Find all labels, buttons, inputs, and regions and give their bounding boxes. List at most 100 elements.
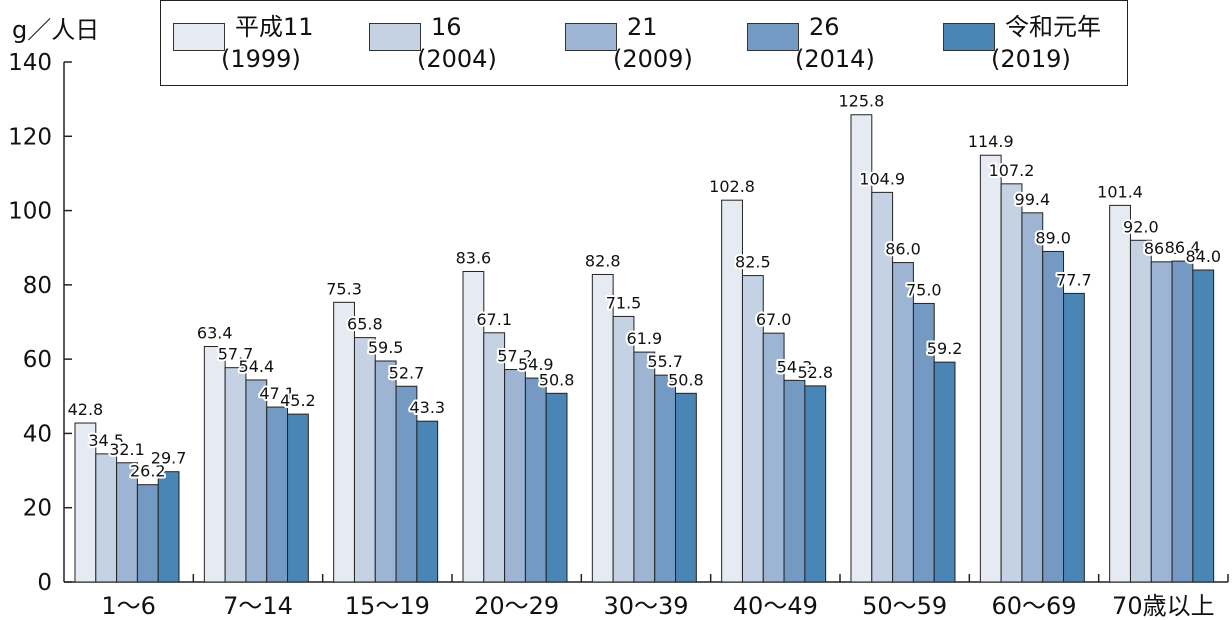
legend-item-2004: 16 (2004)	[357, 11, 547, 81]
data-label-5-4: 52.8	[797, 363, 833, 382]
bar-8-0	[1109, 204, 1131, 583]
x-category-label: 30～39	[603, 592, 688, 620]
data-label-0-2: 32.1	[109, 440, 145, 459]
data-label-4-3: 55.7	[647, 352, 683, 371]
data-label-8-1: 92.0	[1123, 217, 1159, 236]
bar-8-3	[1171, 260, 1194, 583]
y-tick-label: 80	[23, 273, 52, 299]
data-label-1-0: 63.4	[197, 324, 233, 343]
bar-6-4	[933, 361, 956, 583]
y-tick-label: 140	[8, 50, 52, 76]
bar-3-1	[483, 332, 506, 583]
data-label-7-0: 114.9	[968, 132, 1014, 151]
data-label-0-1: 34.5	[88, 431, 124, 450]
y-tick-label: 60	[23, 347, 52, 373]
y-axis-unit-label: g／人日	[12, 16, 100, 44]
data-label-4-0: 82.8	[585, 251, 621, 270]
data-label-3-0: 83.6	[456, 248, 492, 267]
bar-3-4	[545, 392, 568, 583]
legend-year-2009: (2009)	[613, 45, 693, 73]
bar-4-0	[591, 273, 614, 583]
data-label-1-1: 57.7	[218, 345, 254, 364]
data-label-3-2: 57.2	[497, 347, 533, 366]
data-label-6-4: 59.2	[927, 339, 963, 358]
bar-3-2	[504, 369, 526, 583]
data-label-7-4: 77.7	[1056, 270, 1092, 289]
legend-year-2004: (2004)	[417, 45, 497, 73]
y-tick-label: 120	[8, 124, 52, 150]
x-category-label: 60～69	[991, 592, 1076, 620]
bar-0-1	[95, 453, 118, 583]
bar-4-1	[612, 315, 635, 583]
y-tick-label: 100	[8, 199, 52, 225]
legend: 平成11 (1999) 16 (2004) 21 (2009) 26 (2014…	[160, 0, 1128, 86]
data-label-0-3: 26.2	[130, 462, 166, 481]
data-label-2-3: 52.7	[389, 363, 425, 382]
bar-0-3	[136, 484, 159, 583]
data-label-8-4: 84.0	[1185, 247, 1221, 266]
y-tick-label: 40	[23, 421, 52, 447]
data-label-0-4: 29.7	[151, 449, 187, 468]
data-label-7-1: 107.2	[989, 161, 1035, 180]
data-label-8-3: 86.4	[1165, 238, 1201, 257]
legend-label-2014: 26	[809, 13, 840, 41]
x-category-label: 1～6	[101, 592, 156, 620]
bar-0-4	[157, 471, 180, 583]
bar-4-4	[675, 392, 697, 583]
x-category-label: 7～14	[223, 592, 293, 620]
bar-4-2	[633, 351, 656, 583]
data-label-2-2: 59.5	[368, 338, 404, 357]
bar-2-0	[333, 301, 355, 583]
legend-swatch-1999	[173, 23, 225, 51]
data-label-2-4: 43.3	[409, 398, 445, 417]
data-label-4-2: 61.9	[627, 329, 663, 348]
data-label-4-1: 71.5	[606, 293, 642, 312]
bar-1-4	[287, 413, 309, 583]
bar-4-3	[654, 374, 677, 583]
legend-year-2019: (2019)	[991, 45, 1071, 73]
x-category-label: 15～19	[345, 592, 430, 620]
data-label-5-0: 102.8	[709, 177, 755, 196]
legend-swatch-2019	[943, 23, 995, 51]
data-label-3-1: 67.1	[476, 310, 512, 329]
legend-label-1999: 平成11	[235, 13, 314, 41]
y-tick-label: 0	[37, 570, 52, 596]
bar-2-4	[416, 420, 439, 583]
data-label-6-3: 75.0	[906, 280, 942, 299]
data-label-6-2: 86.0	[885, 240, 921, 259]
bar-1-3	[266, 406, 289, 583]
data-label-5-3: 54.3	[777, 357, 813, 376]
bar-6-2	[892, 262, 914, 583]
data-label-6-1: 104.9	[859, 169, 905, 188]
data-label-2-0: 75.3	[326, 279, 362, 298]
legend-swatch-2009	[565, 23, 617, 51]
bar-2-1	[353, 337, 376, 583]
data-label-7-2: 99.4	[1015, 190, 1051, 209]
bar-3-3	[524, 377, 547, 583]
legend-swatch-2004	[369, 23, 421, 51]
data-label-0-0: 42.8	[68, 400, 104, 419]
bar-7-2	[1021, 212, 1044, 583]
data-label-8-0: 101.4	[1097, 182, 1143, 201]
x-category-label: 20～29	[474, 592, 559, 620]
bar-7-1	[1000, 183, 1023, 583]
data-label-8-2: 86.2	[1144, 239, 1180, 258]
data-label-6-0: 125.8	[838, 92, 884, 111]
data-label-5-1: 82.5	[735, 253, 771, 272]
legend-year-2014: (2014)	[795, 45, 875, 73]
bar-1-0	[203, 346, 226, 583]
bar-7-0	[979, 154, 1002, 583]
legend-label-2004: 16	[431, 13, 462, 41]
legend-swatch-2014	[747, 23, 799, 51]
bar-5-4	[804, 385, 827, 583]
data-label-7-3: 89.0	[1035, 228, 1071, 247]
bar-2-2	[374, 360, 397, 583]
bar-7-4	[1063, 292, 1085, 583]
data-label-5-2: 67.0	[756, 310, 792, 329]
bar-8-2	[1150, 261, 1173, 583]
x-category-label: 40～49	[733, 592, 818, 620]
legend-label-2019: 令和元年	[1005, 13, 1101, 41]
data-label-3-3: 54.9	[518, 355, 554, 374]
bar-7-3	[1042, 250, 1065, 583]
